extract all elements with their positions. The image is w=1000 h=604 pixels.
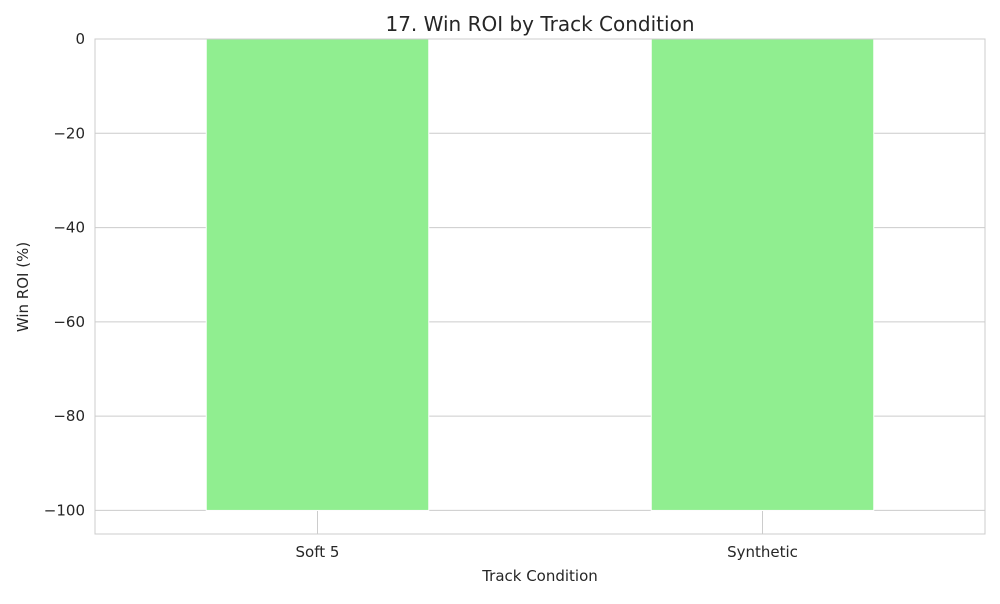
tick-layer: 0 −20 −40 −60 −80 −100 Soft 5 Synthetic [44, 30, 798, 561]
y-tick-label: 0 [75, 30, 85, 48]
y-tick-label: −20 [53, 124, 85, 142]
y-tick-label: −80 [53, 407, 85, 425]
y-axis-label: Win ROI (%) [14, 242, 32, 332]
y-tick-label: −40 [53, 219, 85, 237]
bar-soft-5 [205, 38, 430, 511]
bar-layer [205, 38, 875, 511]
plot-frame [94, 38, 986, 535]
x-axis-label: Track Condition [481, 567, 598, 585]
bar-synthetic [650, 38, 875, 511]
y-tick-label: −100 [44, 501, 85, 519]
chart-title: 17. Win ROI by Track Condition [385, 12, 694, 36]
x-tick-label: Soft 5 [296, 543, 340, 561]
y-tick-label: −60 [53, 313, 85, 331]
x-tick-label: Synthetic [727, 543, 798, 561]
